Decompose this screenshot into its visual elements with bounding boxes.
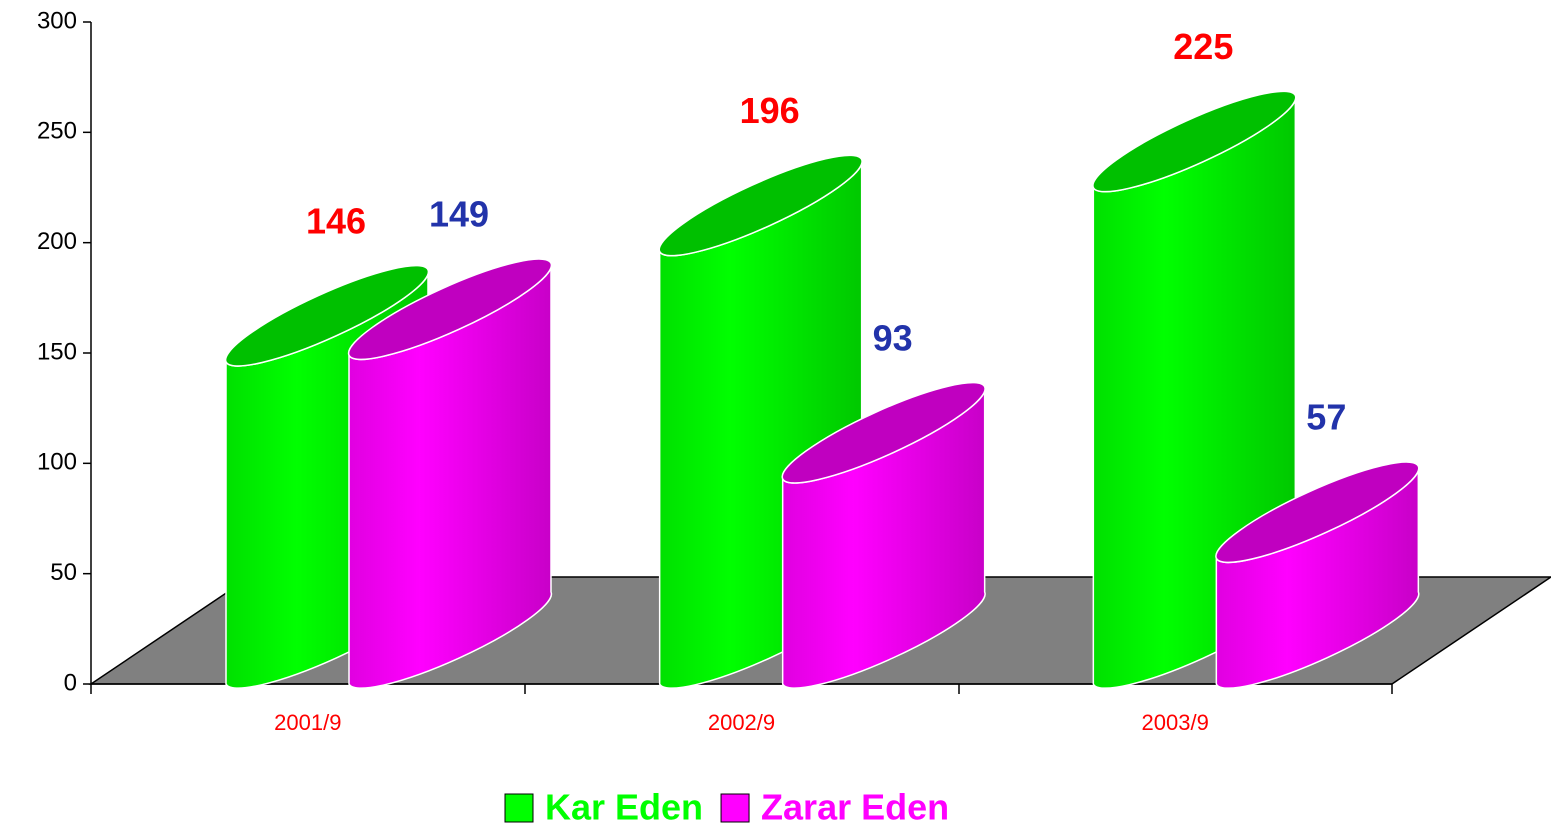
y-tick-label: 100 xyxy=(37,449,77,476)
data-label: 146 xyxy=(306,200,366,241)
y-tick-label: 200 xyxy=(37,228,77,255)
y-tick-label: 250 xyxy=(37,118,77,145)
data-label: 196 xyxy=(740,90,800,131)
x-axis-ticks xyxy=(90,684,1393,694)
y-tick-label: 150 xyxy=(37,338,77,365)
data-label: 57 xyxy=(1306,397,1346,438)
cylinder xyxy=(1215,461,1420,689)
x-tick-label: 2001/9 xyxy=(274,710,341,735)
cylinder-top xyxy=(224,264,430,367)
cylinder-top xyxy=(1092,90,1297,193)
data-label: 149 xyxy=(429,194,489,235)
y-tick-label: 300 xyxy=(37,7,77,34)
legend-swatch xyxy=(504,793,534,823)
legend-swatch xyxy=(720,793,750,823)
y-tick-label: 50 xyxy=(50,559,77,586)
x-tick-label: 2002/9 xyxy=(708,710,775,735)
cylinder-top xyxy=(347,258,553,361)
y-tick-label: 0 xyxy=(64,669,77,696)
legend-label: Zarar Eden xyxy=(761,787,949,828)
data-label: 93 xyxy=(873,317,913,358)
data-label: 225 xyxy=(1173,26,1233,67)
cylinder xyxy=(781,381,986,689)
cylinder-top xyxy=(1215,461,1420,564)
cylinder-top xyxy=(781,381,986,484)
cylinder xyxy=(347,258,553,689)
legend-label: Kar Eden xyxy=(545,787,703,828)
cylinder-top xyxy=(658,154,863,257)
x-tick-label: 2003/9 xyxy=(1142,710,1209,735)
